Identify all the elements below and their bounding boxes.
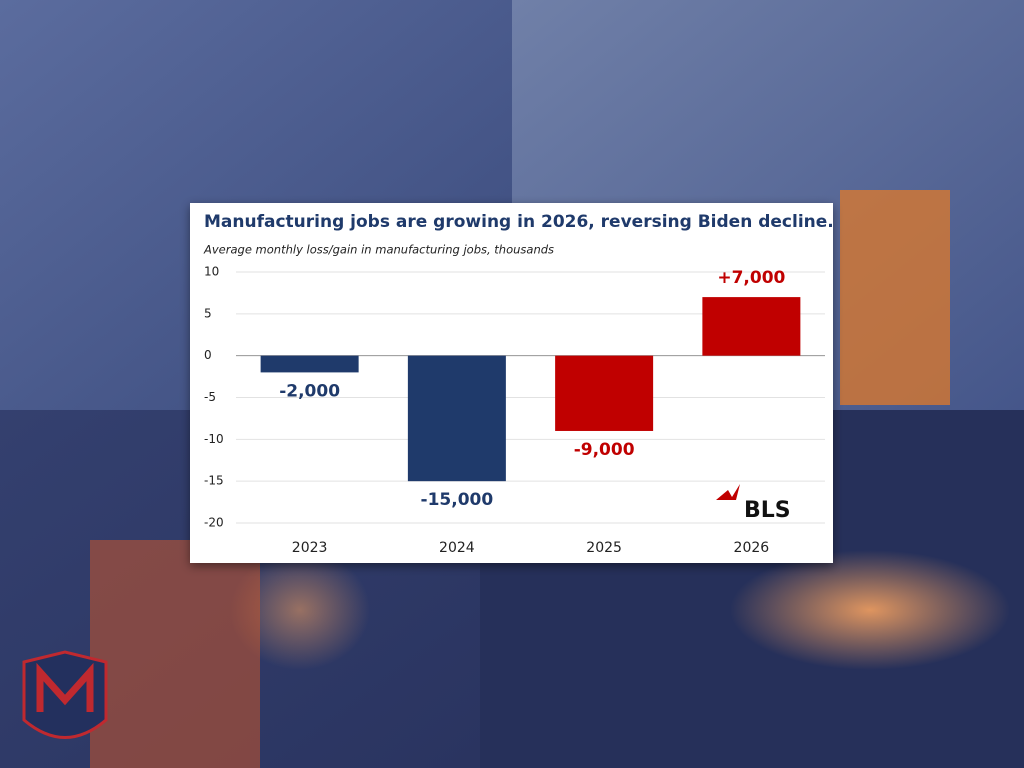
- source-logo-text: BLS: [744, 498, 791, 523]
- value-label: -9,000: [574, 440, 635, 460]
- value-label: +7,000: [717, 268, 785, 288]
- x-tick-label: 2026: [734, 540, 770, 556]
- x-tick-label: 2024: [439, 540, 475, 556]
- chart-subtitle: Average monthly loss/gain in manufacturi…: [203, 243, 554, 257]
- bar: [702, 297, 801, 356]
- worker-vest: [840, 190, 950, 405]
- chart-title: Manufacturing jobs are growing in 2026, …: [204, 212, 834, 232]
- bar: [407, 355, 506, 482]
- y-tick-label: 10: [204, 265, 219, 279]
- y-tick-label: -5: [204, 390, 216, 404]
- logo-mark: [36, 662, 94, 712]
- source-logo: BLS: [716, 484, 791, 523]
- bar: [555, 355, 654, 431]
- value-label: -2,000: [279, 381, 340, 401]
- x-tick-label: 2025: [586, 540, 622, 556]
- value-label: -15,000: [421, 490, 494, 510]
- y-tick-label: 0: [204, 348, 212, 362]
- worker-suit: [90, 540, 260, 768]
- y-tick-label: -10: [204, 432, 224, 446]
- sparks: [730, 550, 1010, 670]
- y-tick-label: -20: [204, 516, 224, 530]
- x-tick-label: 2023: [292, 540, 328, 556]
- y-tick-label: -15: [204, 474, 224, 488]
- bar: [260, 355, 359, 373]
- chart-card: [190, 203, 833, 563]
- y-tick-label: 5: [204, 306, 212, 320]
- sparks: [230, 550, 370, 670]
- logo-flag: [716, 484, 740, 500]
